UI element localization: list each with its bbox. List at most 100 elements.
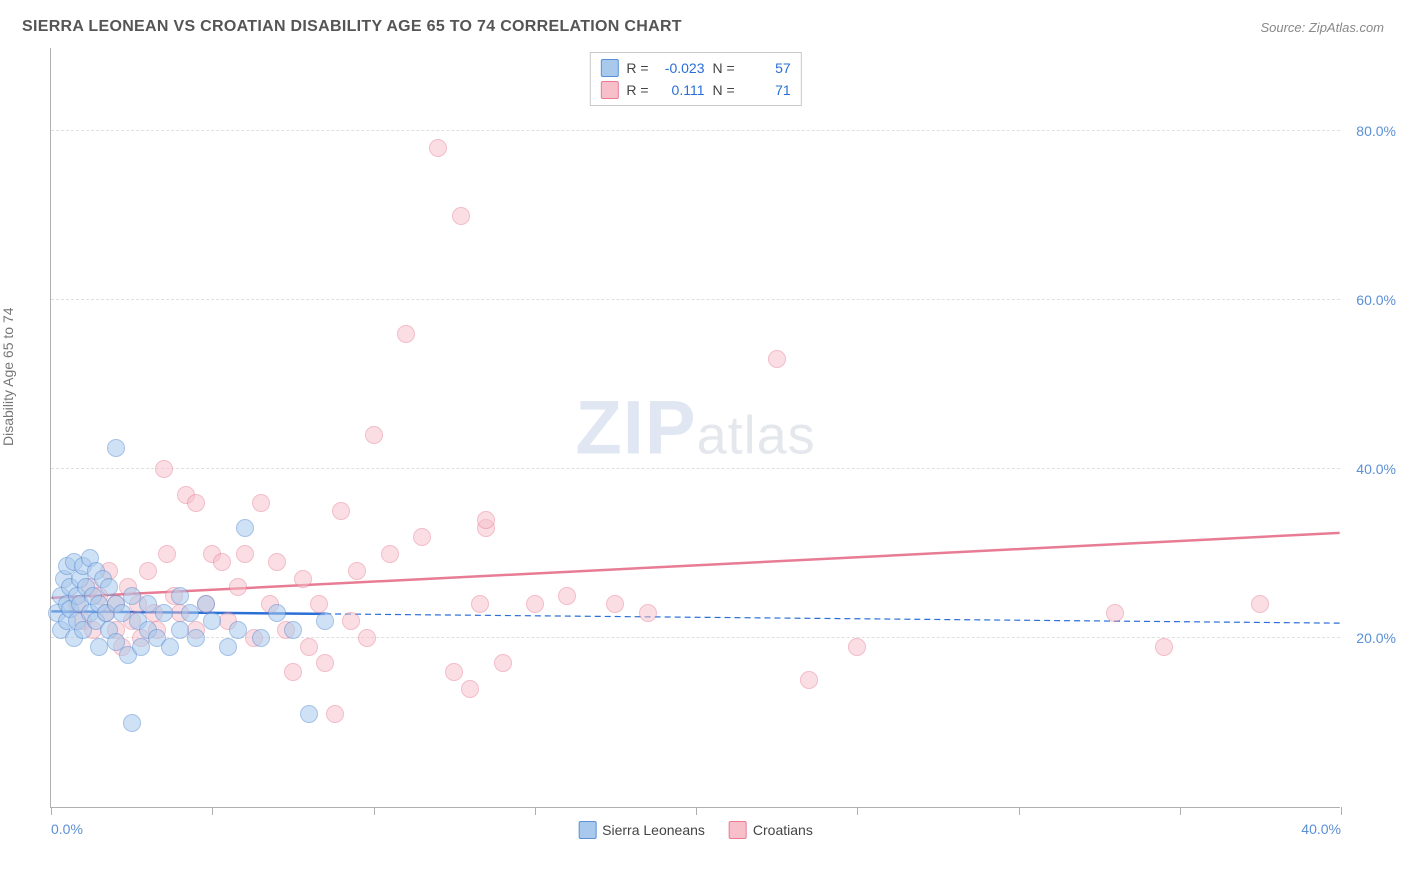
scatter-point	[365, 426, 383, 444]
scatter-point	[229, 578, 247, 596]
scatter-point	[229, 621, 247, 639]
scatter-point	[155, 604, 173, 622]
scatter-point	[342, 612, 360, 630]
scatter-point	[494, 654, 512, 672]
scatter-point	[445, 663, 463, 681]
x-tick	[857, 807, 858, 815]
x-tick	[212, 807, 213, 815]
scatter-point	[252, 494, 270, 512]
legend-label-croatian: Croatians	[753, 822, 813, 838]
scatter-point	[284, 621, 302, 639]
legend-label-sierra: Sierra Leoneans	[602, 822, 705, 838]
scatter-point	[358, 629, 376, 647]
scatter-point	[316, 654, 334, 672]
scatter-point	[332, 502, 350, 520]
scatter-point	[606, 595, 624, 613]
swatch-sierra	[600, 59, 618, 77]
scatter-point	[397, 325, 415, 343]
scatter-point	[300, 638, 318, 656]
legend-item-croatian: Croatians	[729, 821, 813, 839]
chart-header: SIERRA LEONEAN VS CROATIAN DISABILITY AG…	[22, 18, 1384, 36]
scatter-point	[471, 595, 489, 613]
scatter-point	[100, 578, 118, 596]
scatter-point	[197, 595, 215, 613]
x-tick	[1341, 807, 1342, 815]
scatter-point	[558, 587, 576, 605]
gridline	[51, 130, 1340, 131]
scatter-point	[768, 350, 786, 368]
scatter-point	[316, 612, 334, 630]
scatter-point	[294, 570, 312, 588]
scatter-point	[132, 638, 150, 656]
scatter-point	[413, 528, 431, 546]
scatter-point	[1106, 604, 1124, 622]
x-tick	[51, 807, 52, 815]
series-legend: Sierra Leoneans Croatians	[578, 821, 813, 839]
watermark-logo: ZIPatlas	[575, 384, 815, 471]
n-label: N =	[713, 82, 735, 98]
swatch-croatian	[600, 81, 618, 99]
swatch-croatian-icon	[729, 821, 747, 839]
r-label: R =	[626, 60, 648, 76]
scatter-point	[181, 604, 199, 622]
scatter-point	[326, 705, 344, 723]
scatter-point	[284, 663, 302, 681]
legend-item-sierra: Sierra Leoneans	[578, 821, 705, 839]
chart-title: SIERRA LEONEAN VS CROATIAN DISABILITY AG…	[22, 18, 682, 36]
scatter-point	[381, 545, 399, 563]
legend-row-sierra: R = -0.023 N = 57	[600, 57, 790, 79]
scatter-point	[213, 553, 231, 571]
n-value-sierra: 57	[743, 60, 791, 76]
x-tick	[374, 807, 375, 815]
swatch-sierra-icon	[578, 821, 596, 839]
y-tick-label: 40.0%	[1356, 461, 1396, 477]
trend-lines-svg	[51, 48, 1340, 807]
y-tick-label: 80.0%	[1356, 123, 1396, 139]
scatter-point	[187, 629, 205, 647]
n-value-croatian: 71	[743, 82, 791, 98]
scatter-point	[1155, 638, 1173, 656]
scatter-point	[158, 545, 176, 563]
y-axis-label: Disability Age 65 to 74	[0, 307, 16, 446]
y-tick-label: 20.0%	[1356, 630, 1396, 646]
scatter-point	[219, 638, 237, 656]
scatter-point	[161, 638, 179, 656]
scatter-point	[187, 494, 205, 512]
scatter-point	[477, 511, 495, 529]
scatter-point	[429, 139, 447, 157]
r-label: R =	[626, 82, 648, 98]
scatter-point	[123, 714, 141, 732]
scatter-point	[139, 562, 157, 580]
gridline	[51, 468, 1340, 469]
scatter-plot-area: ZIPatlas R = -0.023 N = 57 R = 0.111 N =…	[50, 48, 1340, 808]
scatter-point	[848, 638, 866, 656]
scatter-point	[268, 604, 286, 622]
x-tick	[1180, 807, 1181, 815]
watermark-zip: ZIP	[575, 384, 696, 471]
x-tick	[696, 807, 697, 815]
scatter-point	[461, 680, 479, 698]
correlation-legend: R = -0.023 N = 57 R = 0.111 N = 71	[589, 52, 801, 106]
scatter-point	[107, 439, 125, 457]
scatter-point	[203, 612, 221, 630]
source-attribution: Source: ZipAtlas.com	[1260, 20, 1384, 35]
x-tick	[535, 807, 536, 815]
scatter-point	[268, 553, 286, 571]
scatter-point	[639, 604, 657, 622]
scatter-point	[236, 545, 254, 563]
scatter-point	[171, 587, 189, 605]
x-tick-label: 40.0%	[1301, 821, 1341, 837]
scatter-point	[452, 207, 470, 225]
gridline	[51, 299, 1340, 300]
r-value-croatian: 0.111	[657, 82, 705, 98]
y-tick-label: 60.0%	[1356, 292, 1396, 308]
scatter-point	[252, 629, 270, 647]
scatter-point	[1251, 595, 1269, 613]
scatter-point	[236, 519, 254, 537]
scatter-point	[348, 562, 366, 580]
watermark-atlas: atlas	[697, 404, 816, 466]
x-tick-label: 0.0%	[51, 821, 83, 837]
scatter-point	[310, 595, 328, 613]
r-value-sierra: -0.023	[657, 60, 705, 76]
scatter-point	[155, 460, 173, 478]
